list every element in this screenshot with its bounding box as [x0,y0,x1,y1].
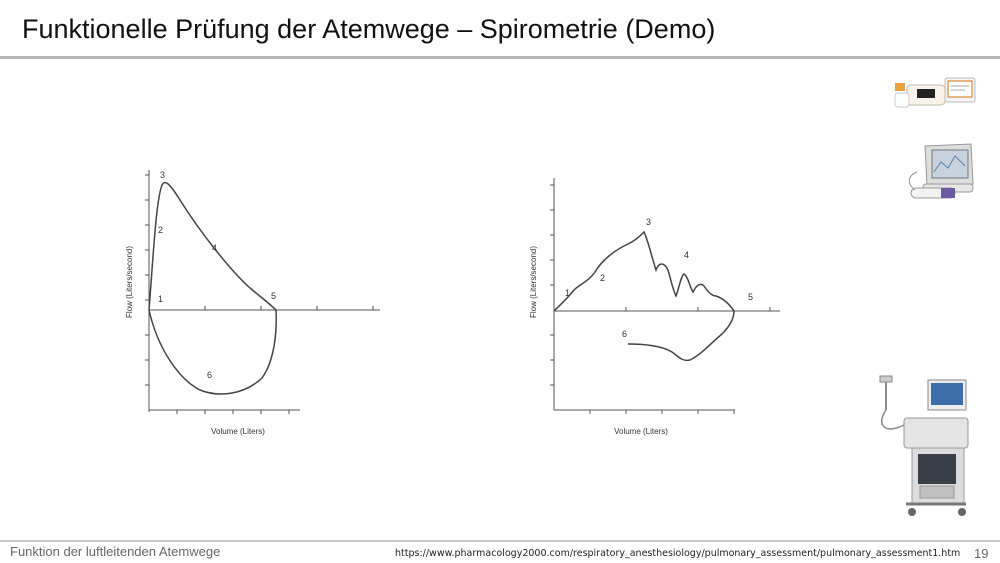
slide-title: Funktionelle Prüfung der Atemwege – Spir… [22,14,716,44]
footer-section-title: Funktion der luftleitenden Atemwege [10,544,221,559]
inspiratory-curve [148,309,277,395]
point-label-1: 1 [158,294,163,304]
point-label-4: 4 [212,243,217,253]
source-url[interactable]: https://www.pharmacology2000.com/respira… [395,548,961,559]
y-axis-label: Flow (Liters/second) [125,246,134,318]
expiratory-curve [553,230,735,312]
inspiratory-curve [627,310,735,362]
y-axis-label: Flow (Liters/second) [529,246,538,318]
handheld-spirometer-icon [894,77,976,108]
point-label-5: 5 [748,292,753,302]
point-label-4: 4 [684,250,689,260]
page-number: 19 [974,546,989,561]
x-axis-label: Volume (Liters) [614,427,668,436]
desktop-spirometer-icon [908,143,974,199]
spirometry-cart-icon [879,375,969,516]
point-label-3: 3 [160,170,165,180]
point-label-6: 6 [622,329,627,339]
flow-volume-loop-normal: Flow (Liters/second) Volume (Liters) 1 2… [125,170,380,436]
point-label-5: 5 [271,291,276,301]
point-label-1: 1 [565,288,570,298]
footer-divider [0,540,1000,542]
point-label-2: 2 [158,225,163,235]
point-label-6: 6 [207,370,212,380]
flow-volume-loop-abnormal: Flow (Liters/second) Volume (Liters) 1 2… [529,178,780,436]
expiratory-curve [148,181,277,311]
x-axis-label: Volume (Liters) [211,427,265,436]
point-label-3: 3 [646,217,651,227]
title-divider [0,56,1000,59]
point-label-2: 2 [600,273,605,283]
